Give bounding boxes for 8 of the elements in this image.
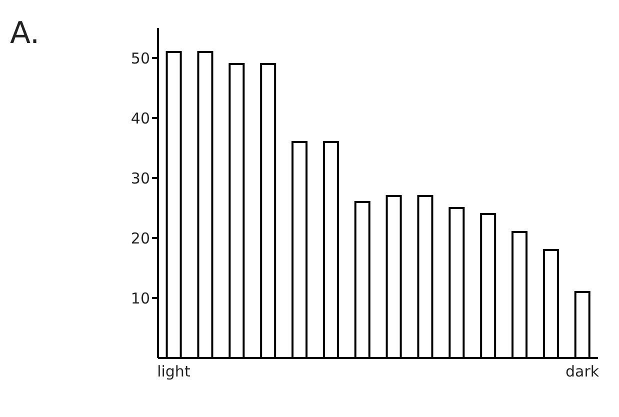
y-tick-label: 50 bbox=[130, 49, 150, 68]
x-tick-label: dark bbox=[565, 362, 600, 381]
y-tick-label: 10 bbox=[130, 289, 150, 308]
y-tick-label: 20 bbox=[130, 229, 150, 248]
y-tick-label: 40 bbox=[130, 109, 150, 128]
y-tick-label: 30 bbox=[130, 169, 150, 188]
x-tick-label: light bbox=[157, 362, 190, 381]
chart-title: A. bbox=[10, 16, 40, 51]
